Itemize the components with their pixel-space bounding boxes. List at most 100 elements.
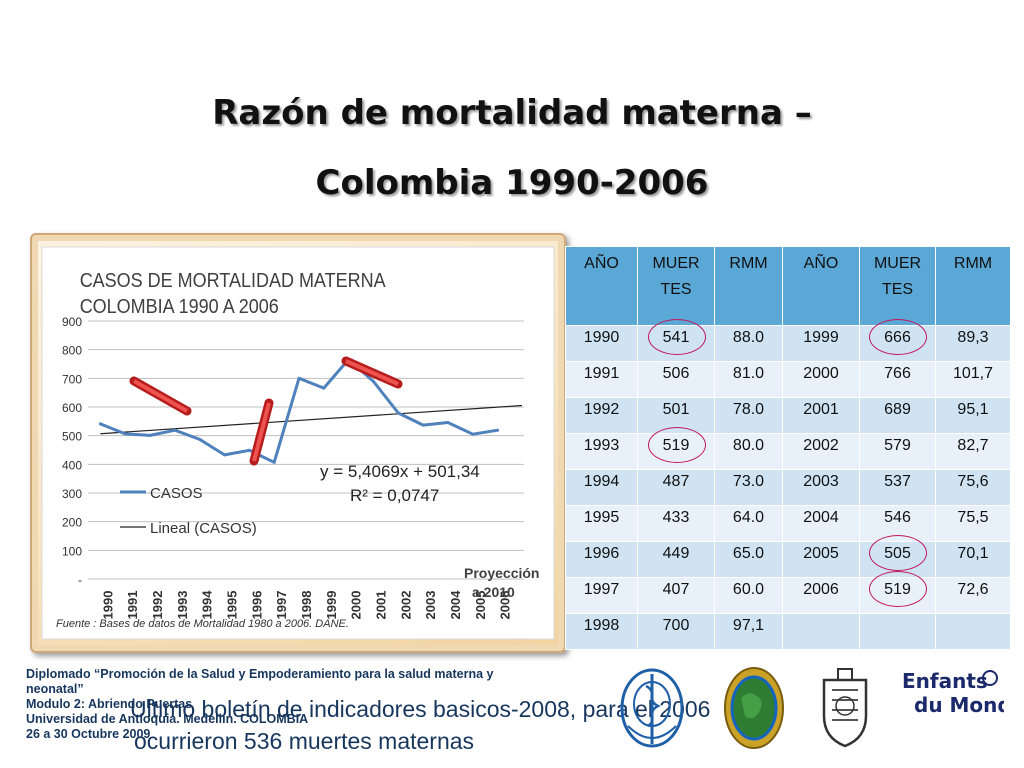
table-cell: 487 <box>637 469 715 506</box>
cell-value: 537 <box>884 473 911 490</box>
cell-value: 80.0 <box>732 437 765 454</box>
table-cell: 78.0 <box>714 397 783 434</box>
y-tick-label: 200 <box>62 516 82 530</box>
enfants-du-monde-logo-text: Enfants <box>902 669 988 693</box>
header-text: MUER <box>652 255 700 272</box>
table-cell: 88.0 <box>714 325 783 362</box>
who-emblem-icon <box>620 668 684 748</box>
data-point <box>471 432 475 436</box>
mortality-table: AÑO MUER TES RMM AÑO MUER TES RMM 1990 541 88.0 19… <box>565 246 1011 650</box>
cell-value: 546 <box>884 509 911 526</box>
header-text: RMM <box>729 255 768 272</box>
table-cell: 666 <box>859 325 936 362</box>
trend-r2: R² = 0,0747 <box>350 486 439 505</box>
table-cell: 1996 <box>565 541 638 578</box>
header-text: AÑO <box>584 255 619 272</box>
table-cell <box>935 613 1011 650</box>
table-cell: 95,1 <box>935 397 1011 434</box>
table-cell: 689 <box>859 397 936 434</box>
table-header-cell: AÑO <box>782 246 860 326</box>
cell-value: 73.0 <box>732 473 765 490</box>
slide-title-line2: Colombia 1990-2006 <box>315 163 709 203</box>
x-tick-label: 1990 <box>100 591 115 620</box>
cell-value: 75,5 <box>957 509 989 526</box>
cell-value: 97,1 <box>732 617 765 634</box>
table-cell: 72,6 <box>935 577 1011 614</box>
table-cell: 506 <box>637 361 715 398</box>
table-cell: 81.0 <box>714 361 783 398</box>
x-tick-label: 2000 <box>349 591 364 620</box>
cell-value: 1999 <box>803 329 839 346</box>
slide-title-line1: Razón de mortalidad materna – <box>212 93 812 133</box>
cell-value: 501 <box>662 401 690 418</box>
cell-value: 65.0 <box>732 545 765 562</box>
data-point <box>173 428 177 432</box>
header-text: MUER <box>873 255 922 272</box>
table-cell: 64.0 <box>714 505 783 542</box>
cell-value: 82,7 <box>957 437 989 454</box>
table-row: 1992 501 78.0 2001 689 95,1 <box>565 397 1011 434</box>
table-cell: 75,5 <box>935 505 1011 542</box>
course-line-2: neonatal” <box>26 682 84 696</box>
cell-value: 1992 <box>583 401 620 418</box>
table-cell: 407 <box>637 577 715 614</box>
table-header-row: AÑO MUER TES RMM AÑO MUER TES RMM <box>565 246 1011 326</box>
cell-value: 2000 <box>803 365 839 382</box>
cell-value: 407 <box>662 581 690 598</box>
table-cell: 1999 <box>782 325 860 362</box>
table-cell: 537 <box>859 469 936 506</box>
bulletin-text: Ultimo boletín de indicadores basicos-20… <box>130 693 790 757</box>
table-header-cell: MUER TES <box>637 246 715 326</box>
cell-value: 506 <box>662 365 690 382</box>
table-row: 1997 407 60.0 2006 519 72,6 <box>565 577 1011 614</box>
cell-value: 75,6 <box>957 473 989 490</box>
table-cell: 700 <box>637 613 715 650</box>
svg-text:du Monde: du Monde <box>914 693 1004 717</box>
data-point <box>396 411 400 415</box>
table-cell: 766 <box>859 361 936 398</box>
projection-label-line2: a 2010 <box>472 584 515 600</box>
course-line-1: Diplomado “Promoción de la Salud y Empod… <box>26 667 494 681</box>
projection-label-line1: Proyección <box>464 565 539 581</box>
chart-title-line1: CASOS DE MORTALIDAD MATERNA <box>80 270 386 292</box>
table-cell: 80.0 <box>714 433 783 470</box>
table-cell: 65.0 <box>714 541 783 578</box>
table-row: 1995 433 64.0 2004 546 75,5 <box>565 505 1011 542</box>
table-cell: 2006 <box>782 577 860 614</box>
x-tick-label: 2001 <box>373 591 388 620</box>
table-row: 1996 449 65.0 2005 505 70,1 <box>565 541 1011 578</box>
x-tick-label: 2006 <box>498 591 513 620</box>
x-tick-label: 2002 <box>398 591 413 620</box>
table-cell: 1992 <box>565 397 638 434</box>
table-row: 1990 541 88.0 1999 666 89,3 <box>565 325 1011 362</box>
slide-title: Razón de mortalidad materna – Colombia 1… <box>0 78 1024 218</box>
cell-value: 487 <box>662 473 690 490</box>
data-point <box>223 453 227 457</box>
chart-source-note: Fuente : Bases de datos de Mortalidad 19… <box>56 618 349 630</box>
data-point <box>272 460 276 464</box>
x-tick-label: 1995 <box>225 591 240 620</box>
cell-value: 1990 <box>583 329 620 346</box>
x-tick-label: 1991 <box>125 591 140 620</box>
cell-value: 766 <box>884 365 911 382</box>
course-line-3: Modulo 2: Abriendo Puertas <box>26 697 193 711</box>
x-tick-label: 2003 <box>423 591 438 620</box>
table-header-cell: RMM <box>714 246 783 326</box>
table-cell: 1990 <box>565 325 638 362</box>
x-tick-label: 1993 <box>175 591 190 620</box>
data-point <box>371 379 375 383</box>
cell-value: 519 <box>884 581 911 598</box>
cell-value: 1996 <box>583 545 620 562</box>
bulletin-line-2: ocurrieron 536 muertes maternas <box>134 728 475 754</box>
header-text: TES <box>881 281 914 298</box>
arrow-right-peak <box>341 356 403 389</box>
data-point <box>322 386 326 390</box>
table-cell: 101,7 <box>935 361 1011 398</box>
cell-value: 64.0 <box>732 509 765 526</box>
cell-value: 2003 <box>803 473 839 490</box>
table-cell: 1998 <box>565 613 638 650</box>
table-row: 1998 700 97,1 <box>565 613 1011 650</box>
cell-value: 505 <box>884 545 911 562</box>
data-point <box>297 376 301 380</box>
cell-value: 1991 <box>583 365 620 382</box>
